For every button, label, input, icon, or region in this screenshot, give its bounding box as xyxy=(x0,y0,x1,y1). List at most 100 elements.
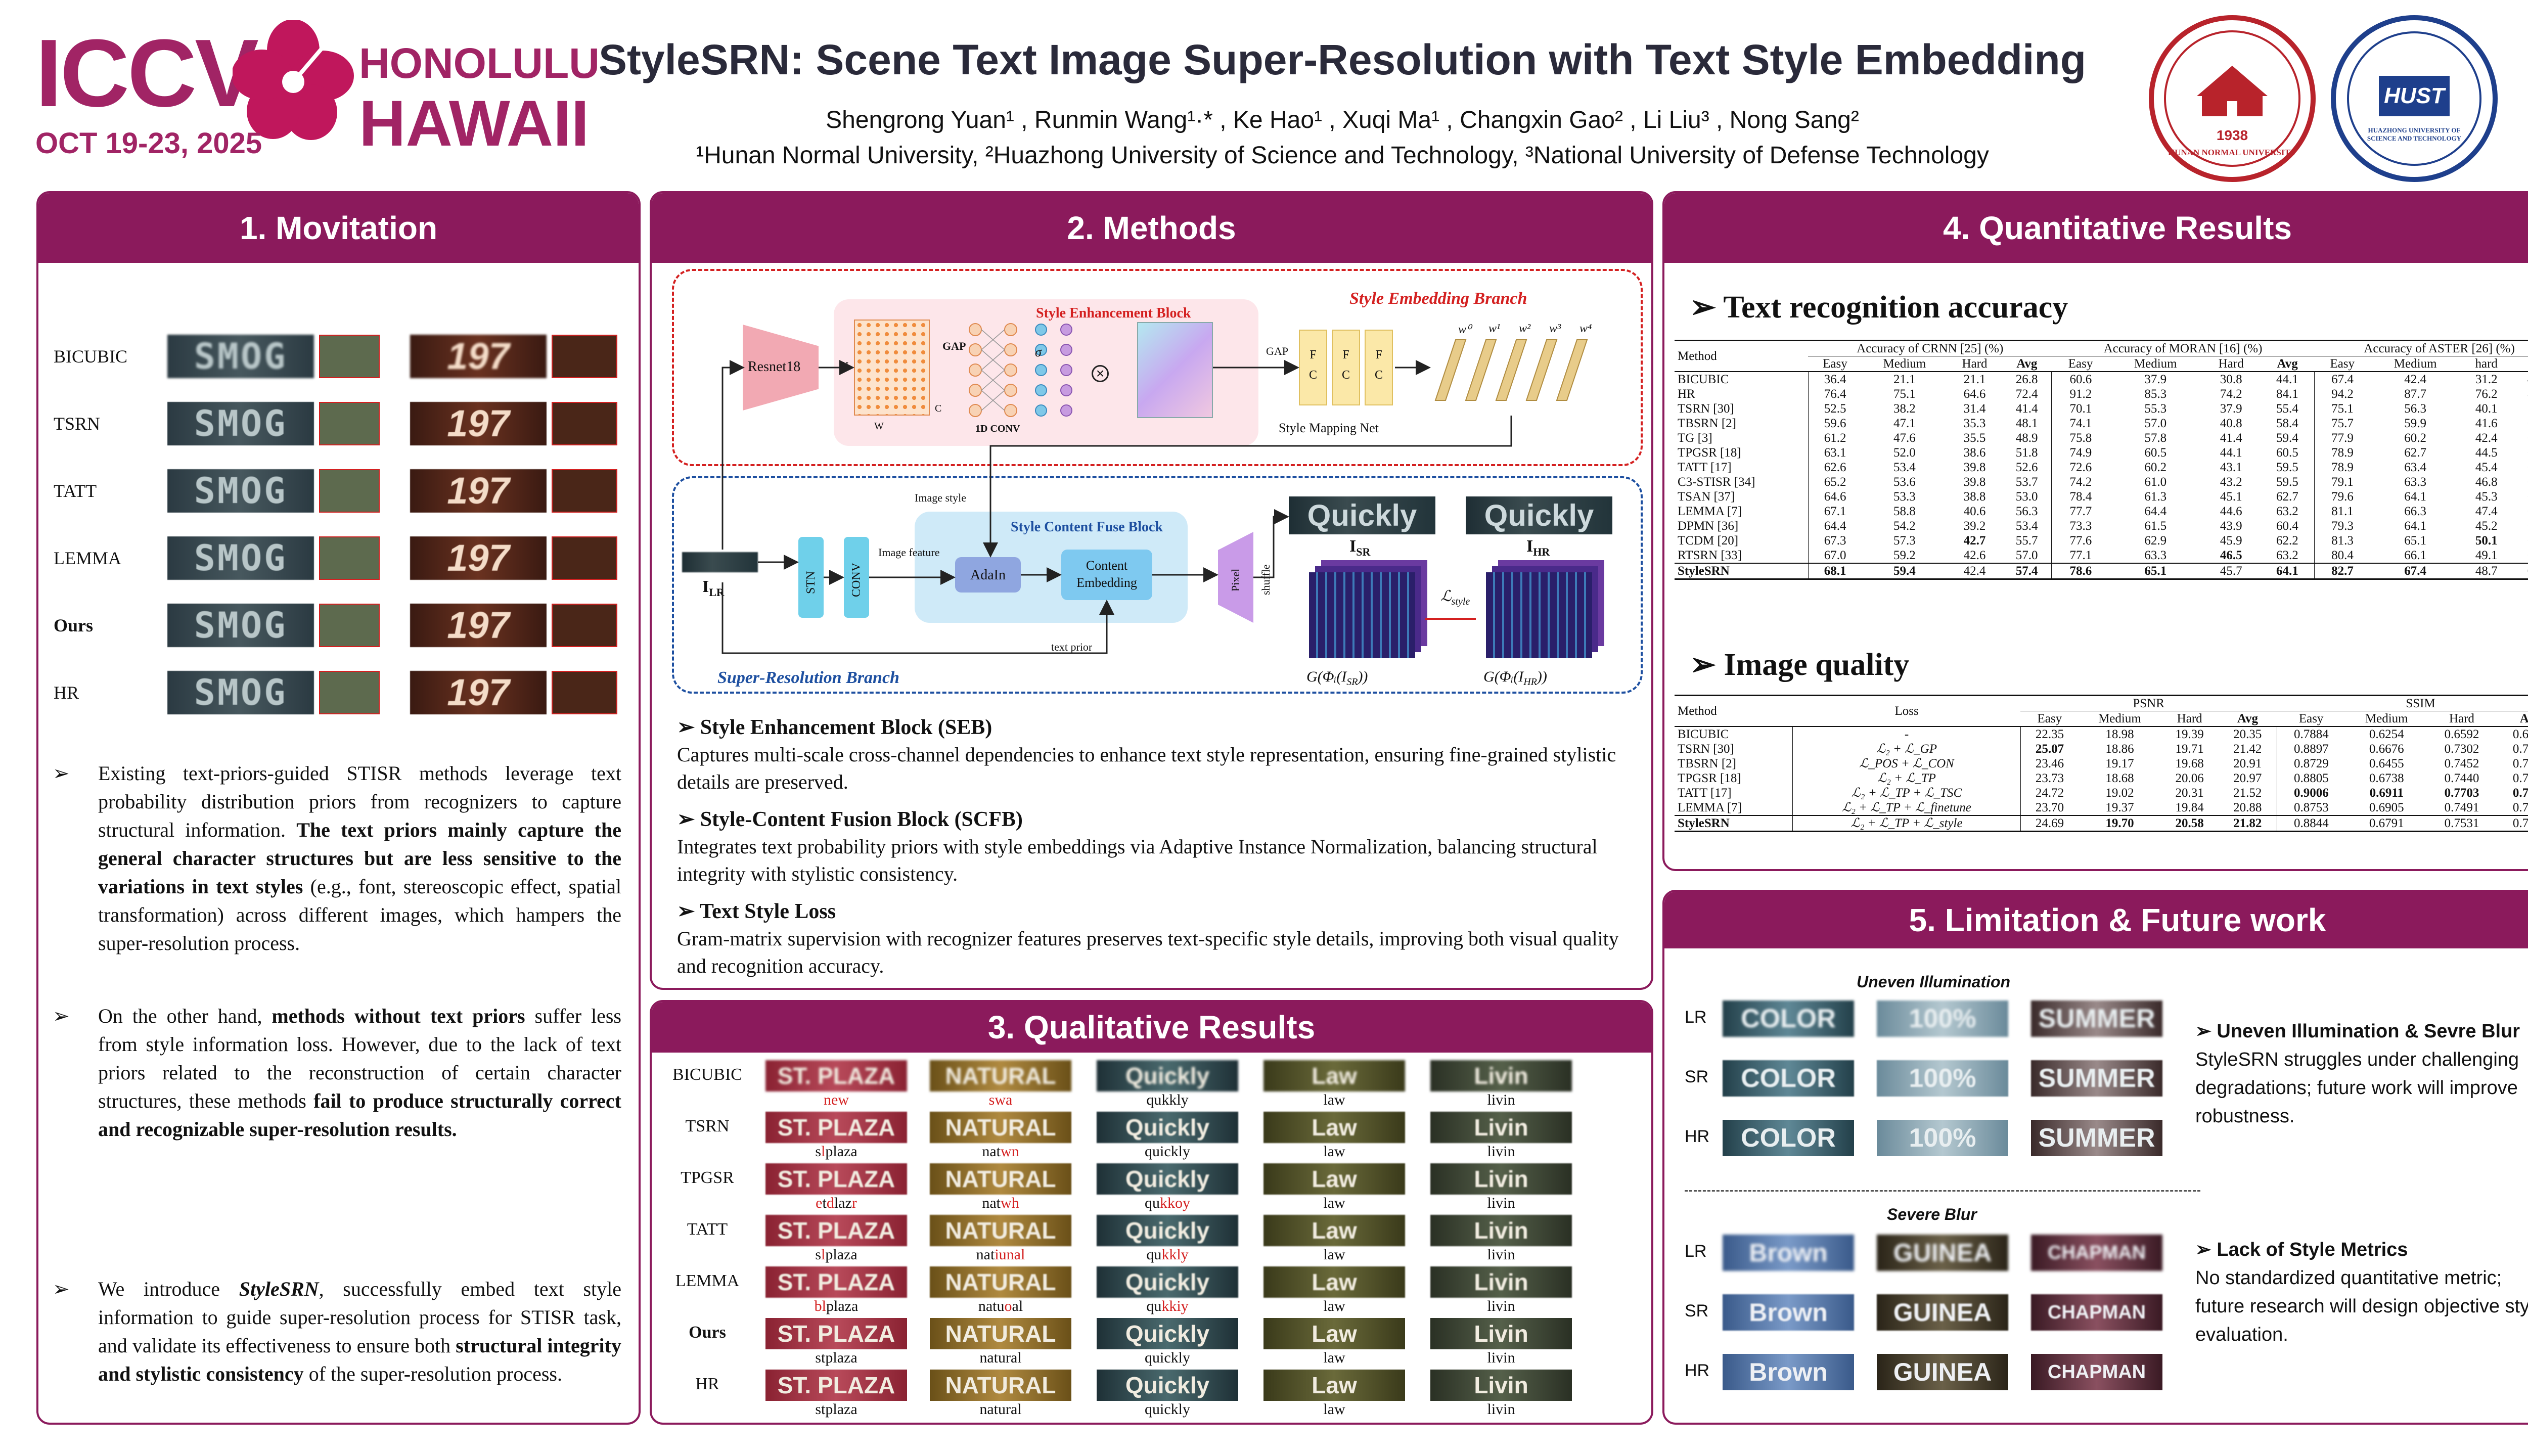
t1-moran-header: Accuracy of MORAN [16] (%) xyxy=(2051,340,2315,356)
motivation-smog-crop xyxy=(319,671,380,714)
t2-cell: 0.6592 xyxy=(2444,727,2479,741)
motivation-197-image: 197 xyxy=(410,604,547,647)
t1-cell: 48.7 xyxy=(2475,564,2498,578)
motivation-smog-crop xyxy=(319,335,380,378)
qualitative-panel: 3. Qualitative Results BICUBIC ST. PLAZA n… xyxy=(650,1000,1653,1425)
qual-method-label: Ours xyxy=(689,1323,726,1342)
t1-cell: 64.6 xyxy=(1963,387,1986,401)
t1-cell: 21.1 xyxy=(1963,373,1986,386)
t1-cell: 45.3 xyxy=(2475,490,2498,504)
t2-cell: 0.7703 xyxy=(2444,786,2479,800)
t2-row: LEMMA [7] ℒ₂ + ℒ_TP + ℒ_finetune 23.70 19.3… xyxy=(1675,800,2528,815)
building-icon xyxy=(2197,66,2268,116)
limitation-heading: 5. Limitation & Future work xyxy=(1664,892,2528,948)
t1-subheader: Medium xyxy=(2134,357,2177,371)
t1-cell: 59.5 xyxy=(2261,475,2315,489)
t2-cell: 18.68 xyxy=(2105,771,2134,785)
t2-cell: 18.86 xyxy=(2105,742,2134,756)
method-item-text: Integrates text probability priors with … xyxy=(677,835,1598,885)
t1-cell: 59.4 xyxy=(1893,564,1916,578)
qual-prediction: law xyxy=(1323,1143,1345,1160)
motivation-row-label: LEMMA xyxy=(54,548,121,568)
lim-row-label: LR xyxy=(1685,1242,1707,1261)
lim-illumination-image: COLOR xyxy=(1723,1120,1854,1156)
t1-cell: 35.3 xyxy=(1963,417,1986,430)
lim-row-label: SR xyxy=(1685,1067,1709,1086)
t1-cell: 64.1 xyxy=(2404,519,2427,533)
fc-layer-2 xyxy=(1332,330,1360,405)
qual-image: Quickly xyxy=(1097,1060,1238,1091)
method-item: ➢ Style Enhancement Block (SEB) Captures … xyxy=(677,714,1638,796)
t2-row: BICUBIC -22.35 18.98 19.39 20.35 0.7884 0.6254… xyxy=(1675,726,2528,742)
t1-cell: 79.6 xyxy=(2331,490,2354,504)
qual-image: Law xyxy=(1263,1060,1405,1091)
t1-aster-header: Accuracy of ASTER [26] (%) xyxy=(2314,340,2528,356)
qual-image: Livin xyxy=(1430,1112,1572,1143)
hunan-year: 1938 xyxy=(2216,127,2248,143)
t1-cell: 66.2 xyxy=(2513,548,2528,563)
t1-cell: 57.0 xyxy=(2002,548,2052,563)
t2-cell: 21.82 xyxy=(2218,815,2277,832)
t1-cell: 73.3 xyxy=(2069,519,2092,533)
t1-subheader: Hard xyxy=(2218,357,2244,371)
t1-cell: 39.8 xyxy=(1963,461,1986,474)
t1-cell: 38.2 xyxy=(1893,402,1916,416)
limitation-divider xyxy=(1685,1190,2200,1192)
enhanced-cube xyxy=(1137,322,1213,418)
method-item: ➢ Style-Content Fusion Block (SCFB) Integ… xyxy=(677,806,1638,888)
qual-prediction: stplaza xyxy=(815,1349,857,1366)
style-mapping-net-label: Style Mapping Net xyxy=(1279,421,1379,435)
image-style-label: Image style xyxy=(915,491,967,504)
lim-row-label: LR xyxy=(1685,1008,1707,1027)
t1-cell: 91.2 xyxy=(2069,387,2092,401)
t1-cell: 41.4 xyxy=(2002,401,2052,416)
t2-subheader: Easy xyxy=(2298,712,2324,725)
qual-image: Law xyxy=(1263,1163,1405,1195)
t1-cell: BICUBIC xyxy=(1675,372,1809,387)
t1-cell: 59.5 xyxy=(2261,460,2315,475)
t1-cell: 60.5 xyxy=(2144,446,2167,460)
t1-cell: 40.6 xyxy=(1963,505,1986,518)
t1-cell: 63.1 xyxy=(1824,446,1846,460)
t1-cell: 75.8 xyxy=(2069,431,2092,445)
motivation-197-crop xyxy=(552,335,617,378)
t1-cell: 39.8 xyxy=(1963,475,1986,489)
t2-row: StyleSRN ℒ₂ + ℒ_TP + ℒ_style 24.69 19.70 20.… xyxy=(1675,815,2528,832)
motivation-197-image: 197 xyxy=(410,469,547,513)
t1-cell: 45.2 xyxy=(2475,519,2498,533)
t1-cell: 67.0 xyxy=(1824,549,1846,562)
t2-cell: 0.7778 xyxy=(2512,816,2528,830)
pixel-shuffle-label: Pixel shuffle xyxy=(1229,564,1272,596)
qual-prediction: qukkoy xyxy=(1145,1195,1190,1211)
dim-w: W xyxy=(874,421,884,432)
t1-row: BICUBIC 36.4 21.1 21.1 26.8 60.6 37.9 30.8 44.1 6… xyxy=(1675,372,2528,387)
t1-cell: 61.0 xyxy=(2144,475,2167,489)
t2-cell: ℒ_POS + ℒ_CON xyxy=(1792,756,2021,771)
t2-cell: 0.7760 xyxy=(2512,801,2528,814)
t1-cell: 77.9 xyxy=(2331,431,2354,445)
qual-image: Law xyxy=(1263,1215,1405,1246)
t1-cell: 80.4 xyxy=(2331,549,2354,562)
motivation-smog-image: SMOG xyxy=(167,671,314,714)
t1-cell: 41.6 xyxy=(2475,417,2498,430)
sr-output-image: Quickly xyxy=(1289,496,1435,534)
style-embedding-branch-label: Style Embedding Branch xyxy=(1349,289,1527,308)
t1-cell: TCDM [20] xyxy=(1675,533,1809,548)
seb-label: Style Enhancement Block xyxy=(1036,305,1191,321)
t1-cell: TPGSR [18] xyxy=(1675,445,1809,460)
methods-panel: 2. Methods Style Embedding Branch Style … xyxy=(650,191,1653,990)
hunan-name: HUNAN NORMAL UNIVERSITY xyxy=(2168,148,2297,157)
limitation-item-2-text: No standardized quantitative metric; fut… xyxy=(2195,1267,2528,1345)
t2-cell: TATT [17] xyxy=(1675,786,1793,800)
motivation-smog-image: SMOG xyxy=(167,469,314,513)
t1-cell: TSAN [37] xyxy=(1675,489,1809,504)
lim-illumination-image: SUMMER xyxy=(2031,1060,2162,1097)
adain-label: AdaIn xyxy=(970,567,1006,583)
t1-cell: 64.4 xyxy=(2144,505,2167,518)
t1-cell: 81.1 xyxy=(2331,505,2354,518)
t1-cell: 55.7 xyxy=(2002,533,2052,548)
t1-cell: TG [3] xyxy=(1675,431,1809,445)
t1-cell: 52.0 xyxy=(1893,446,1916,460)
t2-cell: 0.7690 xyxy=(2512,742,2528,756)
lim-row-label: SR xyxy=(1685,1301,1709,1321)
